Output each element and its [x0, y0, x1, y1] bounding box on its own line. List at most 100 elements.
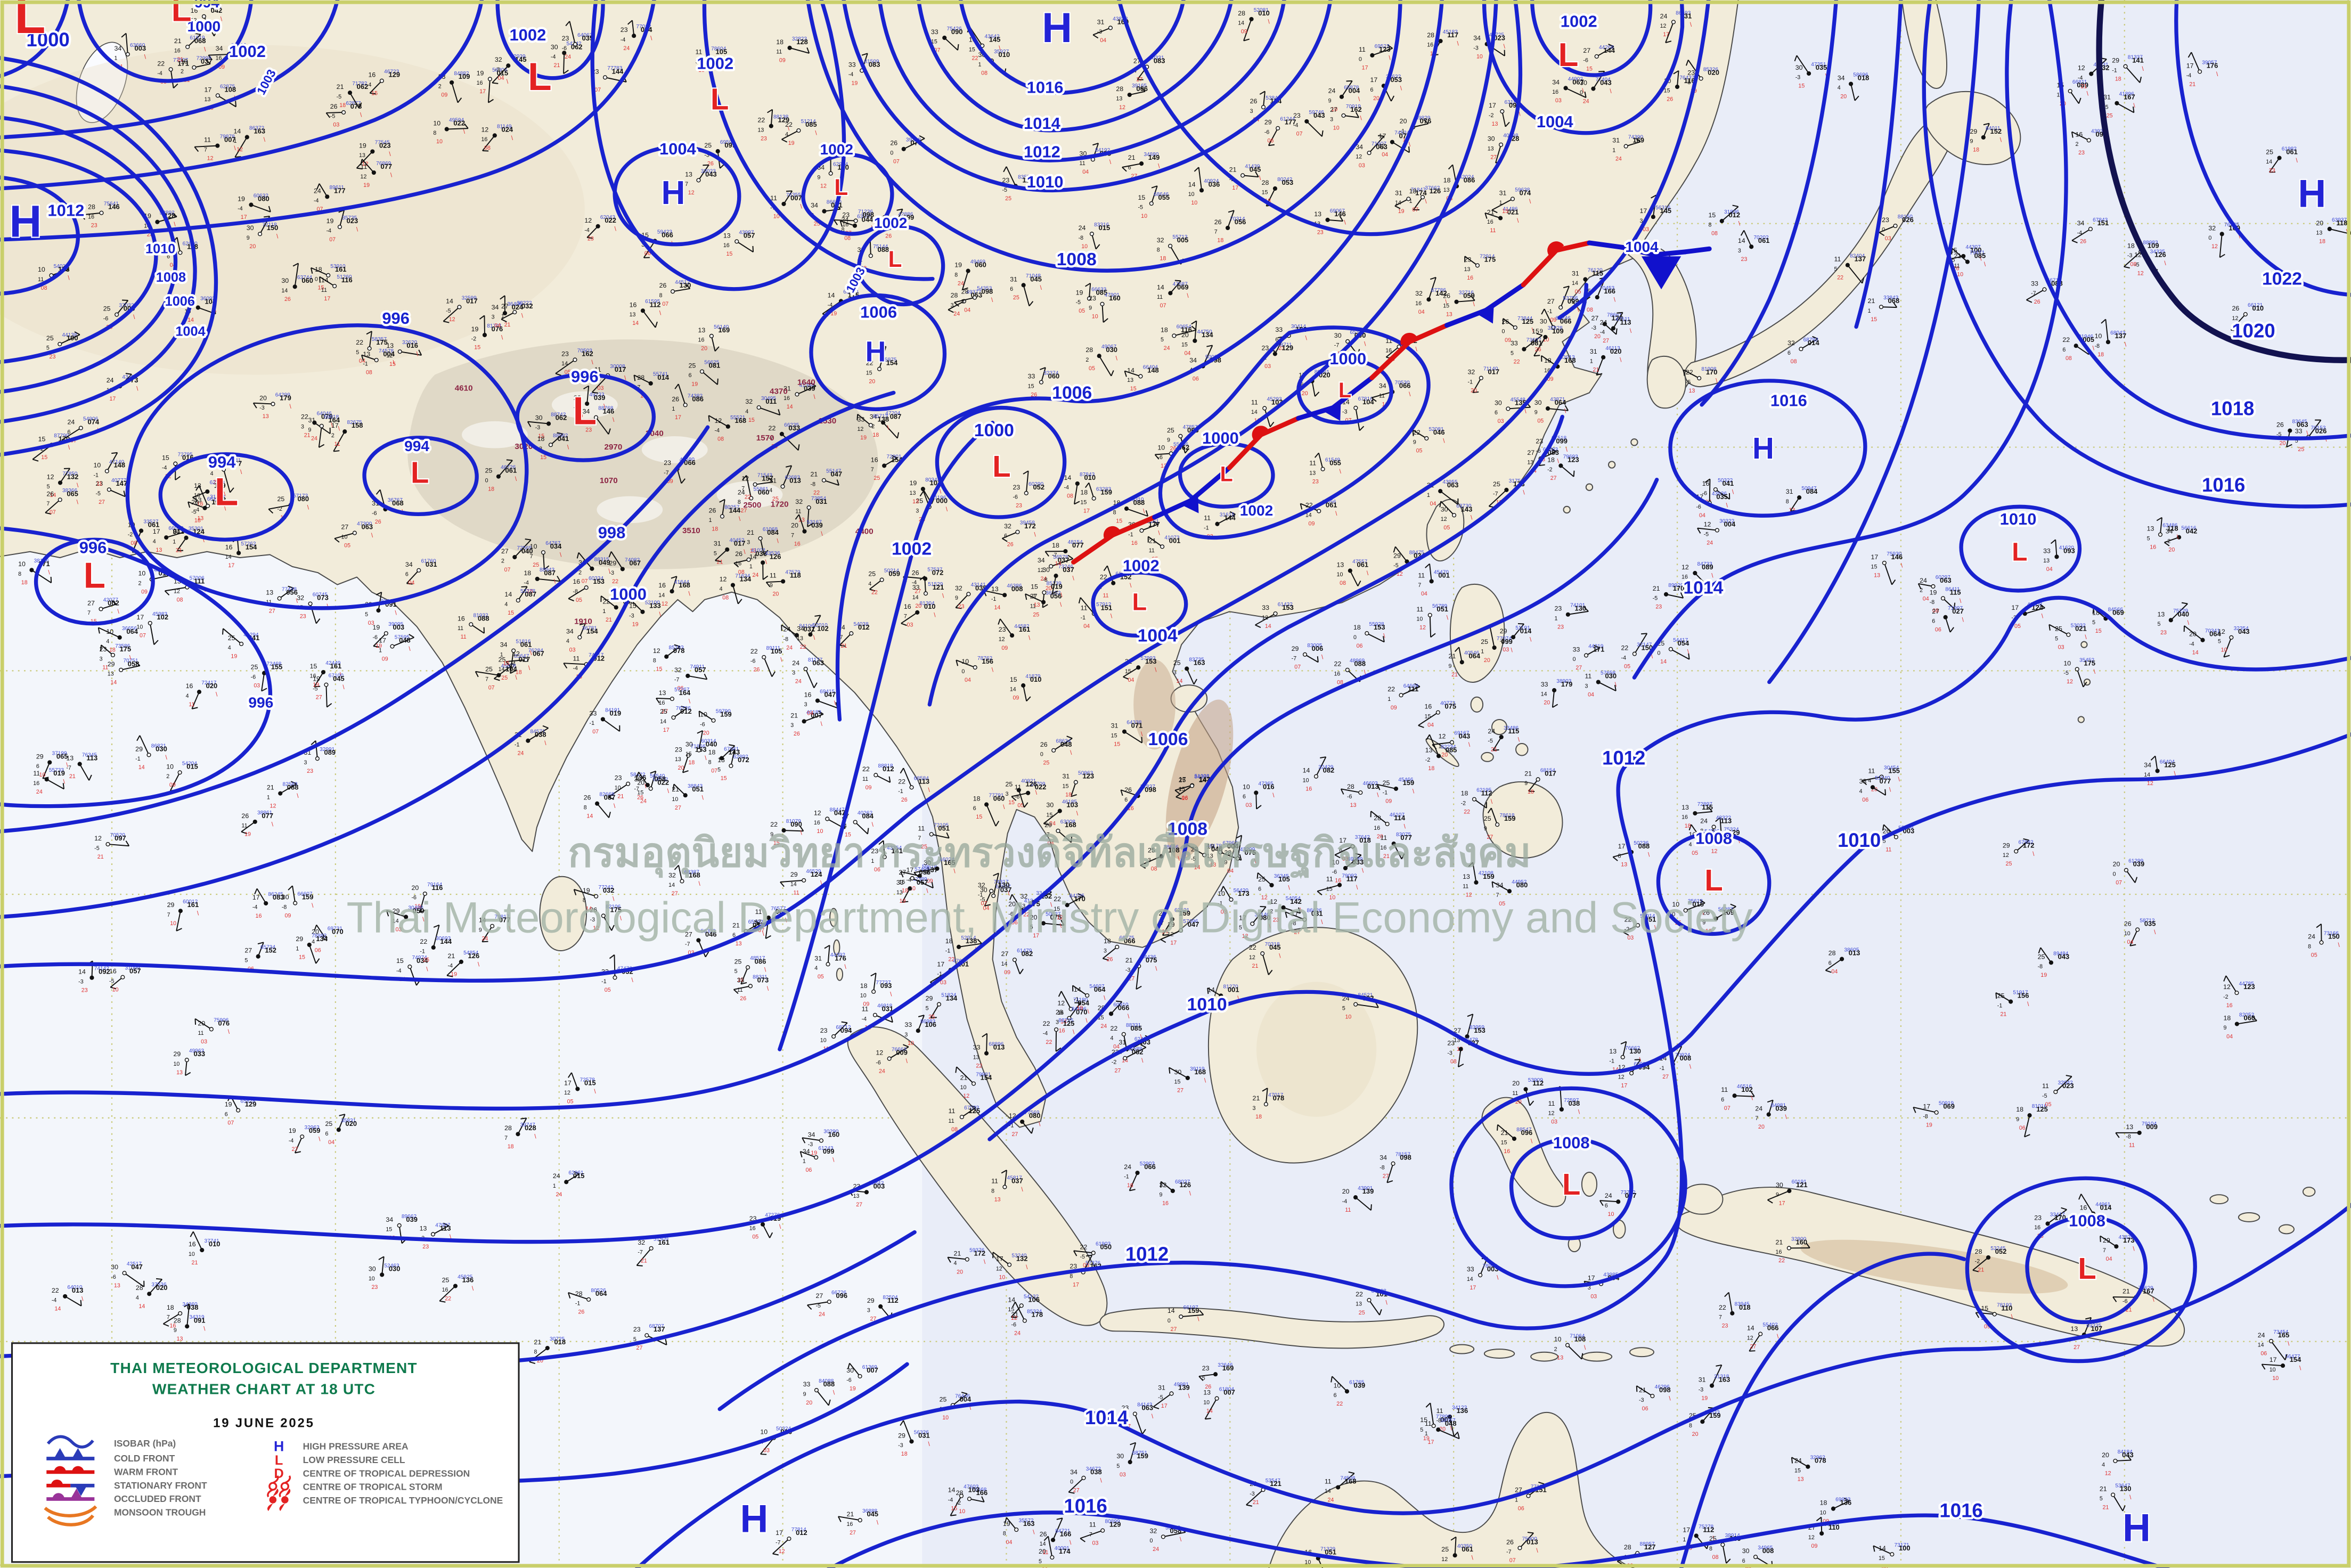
station-value: 26: [1502, 318, 1509, 325]
station-circle: [1353, 1195, 1358, 1200]
station-value: 12: [876, 1049, 883, 1057]
station-circle: [1545, 406, 1550, 411]
station-value: -3: [1795, 75, 1801, 81]
station-value: 12: [996, 1265, 1002, 1272]
station-value: 16: [2150, 544, 2156, 550]
station-value: 157: [762, 475, 773, 483]
station-value: 25: [103, 305, 111, 313]
station-value: 073: [317, 593, 329, 601]
station-circle: [802, 529, 807, 534]
station-value: 096: [1521, 1129, 1533, 1137]
station-value: 17: [204, 86, 211, 93]
station-circle: [1149, 201, 1154, 206]
station-value: 4: [186, 693, 189, 699]
station-value: 15: [1871, 564, 1877, 570]
station-value: 7: [637, 385, 640, 391]
station-circle: [1021, 683, 1026, 688]
station-circle: [1317, 509, 1321, 513]
wind-barb-tick: [443, 321, 450, 323]
station-value: -1: [1074, 997, 1079, 1003]
station-value: 159: [1709, 1411, 1721, 1419]
visayas-island: [1470, 696, 1484, 713]
station-value: 14: [78, 968, 86, 976]
station-value: 08: [484, 145, 491, 151]
station-value: 14: [1008, 1296, 1015, 1303]
station-value: 04: [1082, 169, 1089, 175]
station-value: 23: [2269, 167, 2275, 174]
station-value: 005: [1177, 236, 1189, 244]
station-circle: [1558, 305, 1563, 310]
station-value: 8: [954, 272, 958, 278]
station-circle: [417, 568, 421, 573]
station-value: 30: [685, 740, 693, 748]
station-value: 45975: [881, 357, 897, 363]
station-value: 21: [1253, 1095, 1260, 1102]
station-value: 07: [592, 729, 599, 735]
station-value: 15: [1664, 88, 1670, 94]
station-value: 23: [1447, 1040, 1455, 1047]
station-value: 29: [1970, 128, 1978, 135]
station-circle: [1431, 1424, 1436, 1428]
station-circle: [205, 489, 210, 494]
station-value: 15: [1111, 732, 1117, 739]
station-value: 25: [277, 495, 284, 503]
wind-barb-tick: [230, 487, 234, 493]
station-value: 81509: [864, 59, 879, 64]
station-value: 079: [321, 413, 333, 421]
wind-barb-tick: [1533, 355, 1540, 357]
wind-barb: [356, 151, 373, 169]
station-value: 15: [299, 954, 305, 961]
station-value: 27: [269, 608, 275, 614]
station-value: 11: [1325, 1477, 1332, 1485]
wind-barb-tick: [235, 101, 237, 107]
station-value: 34: [216, 45, 223, 52]
ryukyu-island: [1608, 461, 1616, 469]
station-value: 15: [1708, 211, 1716, 219]
station-value: 017: [615, 365, 626, 373]
station-circle: [1009, 633, 1015, 638]
station-value: 163: [254, 127, 265, 135]
station-value: 170: [1706, 368, 1718, 376]
station-value: -3: [1591, 325, 1596, 331]
station-value: 19: [910, 479, 917, 487]
station-value: \: [613, 416, 615, 423]
station-circle: [2074, 344, 2078, 348]
station-value: \: [650, 35, 652, 42]
station-value: 18: [872, 432, 879, 438]
station-value: 129: [1109, 1521, 1121, 1529]
station-value: 10: [2272, 1375, 2279, 1382]
station-value: 24: [314, 187, 321, 194]
station-value: 0: [1502, 329, 1505, 335]
station-value: 77783: [607, 66, 623, 71]
station-value: -4: [2186, 72, 2192, 79]
station-value: 13: [991, 585, 999, 593]
station-value: 118: [2167, 525, 2178, 533]
station-value: 085: [1974, 252, 1986, 260]
station-value: 16: [2075, 130, 2083, 138]
station-circle: [89, 975, 94, 980]
station-circle: [482, 332, 487, 338]
station-value: 14: [233, 127, 241, 135]
station-value: 23: [1013, 484, 1020, 491]
station-circle: [1263, 1102, 1268, 1107]
station-value: 037: [201, 58, 213, 66]
station-value: 22: [1043, 1020, 1050, 1027]
station-circle: [221, 467, 226, 472]
station-value: 5: [356, 349, 359, 356]
station-value: 77545: [375, 140, 390, 145]
station-value: 13: [1116, 96, 1122, 102]
station-value: 11: [189, 701, 194, 708]
station-circle: [719, 756, 724, 761]
station-value: 7: [791, 532, 794, 538]
station-value: 17: [1683, 1526, 1690, 1533]
station-value: 11: [1345, 1207, 1351, 1213]
station-circle: [1458, 1047, 1463, 1051]
station-value: 18: [2127, 242, 2135, 249]
station-value: 164: [328, 416, 340, 424]
station-circle: [148, 620, 152, 626]
station-value: \: [744, 548, 746, 556]
station-value: 132: [1016, 1255, 1028, 1263]
wind-barb: [470, 624, 485, 634]
station-value: 13: [1527, 460, 1533, 466]
